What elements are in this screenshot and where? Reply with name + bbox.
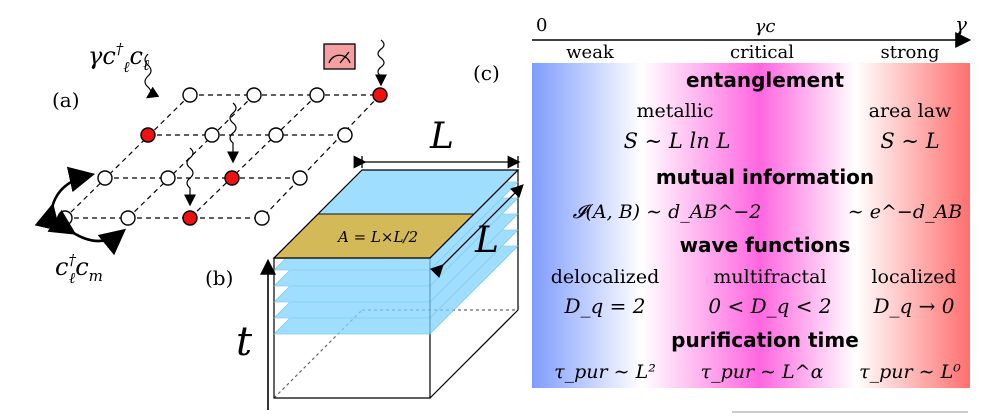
entanglement-title: entanglement xyxy=(686,68,844,92)
regime-weak: weak xyxy=(566,42,615,63)
purification-weak-formula: τ_pur ∼ L² xyxy=(554,361,656,383)
lattice-site xyxy=(120,210,136,226)
wiggle-arrow xyxy=(144,53,160,99)
wiggle-arrow xyxy=(184,147,196,207)
measured-site xyxy=(140,127,156,143)
panel-b: (b) A = L×L/2 xyxy=(205,116,524,410)
panel-c: (c) 0 γc γ weak critical strong entangle… xyxy=(473,12,972,413)
delocalized-label: delocalized xyxy=(551,266,659,288)
lattice-site xyxy=(254,210,270,226)
lattice-site xyxy=(268,127,284,143)
lattice-site xyxy=(97,170,113,186)
mutual-info-title: mutual information xyxy=(656,165,874,189)
measured-site xyxy=(372,87,388,103)
phase-gradient xyxy=(532,63,970,388)
detector-icon xyxy=(323,43,356,70)
time-axis-label: t xyxy=(236,319,253,365)
hopping-arrows xyxy=(34,166,127,256)
localized-label: localized xyxy=(871,266,956,288)
multifractal-label: multifractal xyxy=(713,266,826,288)
entanglement-area-formula: S ∼ L xyxy=(880,129,939,153)
purification-title: purification time xyxy=(671,328,859,352)
axis-start: 0 xyxy=(536,15,547,36)
purification-critical-formula: τ_pur ∼ L^α xyxy=(701,361,824,383)
hop-arrow xyxy=(34,166,96,232)
mutual-info-critical-formula: 𝓘(A, B) ∼ d_AB^−2 xyxy=(573,201,762,223)
hop-arrow xyxy=(47,209,127,256)
lattice-site xyxy=(204,127,220,143)
metallic-label: metallic xyxy=(636,100,713,122)
purification-strong-formula: τ_pur ∼ L⁰ xyxy=(859,361,961,383)
wave-functions-title: wave functions xyxy=(680,233,851,257)
panel-c-label: (c) xyxy=(473,61,500,85)
measured-site xyxy=(182,210,198,226)
regime-critical: critical xyxy=(730,42,794,63)
multifractal-formula: 0 < D_q < 2 xyxy=(708,294,831,318)
lattice-site xyxy=(246,87,262,103)
lattice-site xyxy=(309,87,325,103)
region-a-label: A = L×L/2 xyxy=(336,228,418,246)
localized-formula: D_q → 0 xyxy=(872,294,954,318)
wiggle-arrow xyxy=(227,102,239,164)
axis-end: γ xyxy=(955,12,967,36)
mutual-info-strong-formula: ∼ e^−d_AB xyxy=(848,201,962,223)
wiggle-arrow xyxy=(375,39,387,87)
measurement-term: γc†ℓcℓ xyxy=(88,40,149,76)
measured-site xyxy=(224,170,240,186)
length-arrows xyxy=(353,155,524,278)
lattice-site xyxy=(292,170,308,186)
panel-b-label: (b) xyxy=(205,266,233,290)
length-label-top: L xyxy=(429,116,454,157)
hopping-term: c† ℓcm xyxy=(55,251,103,287)
lattice-site xyxy=(337,127,353,143)
lattice-site xyxy=(160,170,176,186)
panel-a-label: (a) xyxy=(52,88,80,112)
length-label-side: L xyxy=(474,220,499,261)
delocalized-formula: D_q = 2 xyxy=(563,294,645,318)
lattice-site xyxy=(182,87,198,103)
lattice-site xyxy=(57,210,73,226)
regime-strong: strong xyxy=(880,42,939,63)
axis-critical: γc xyxy=(755,16,776,37)
entanglement-metallic-formula: S ∼ L ln L xyxy=(624,129,731,153)
measurement-arrows xyxy=(144,39,387,207)
area-law-label: area law xyxy=(869,100,952,122)
